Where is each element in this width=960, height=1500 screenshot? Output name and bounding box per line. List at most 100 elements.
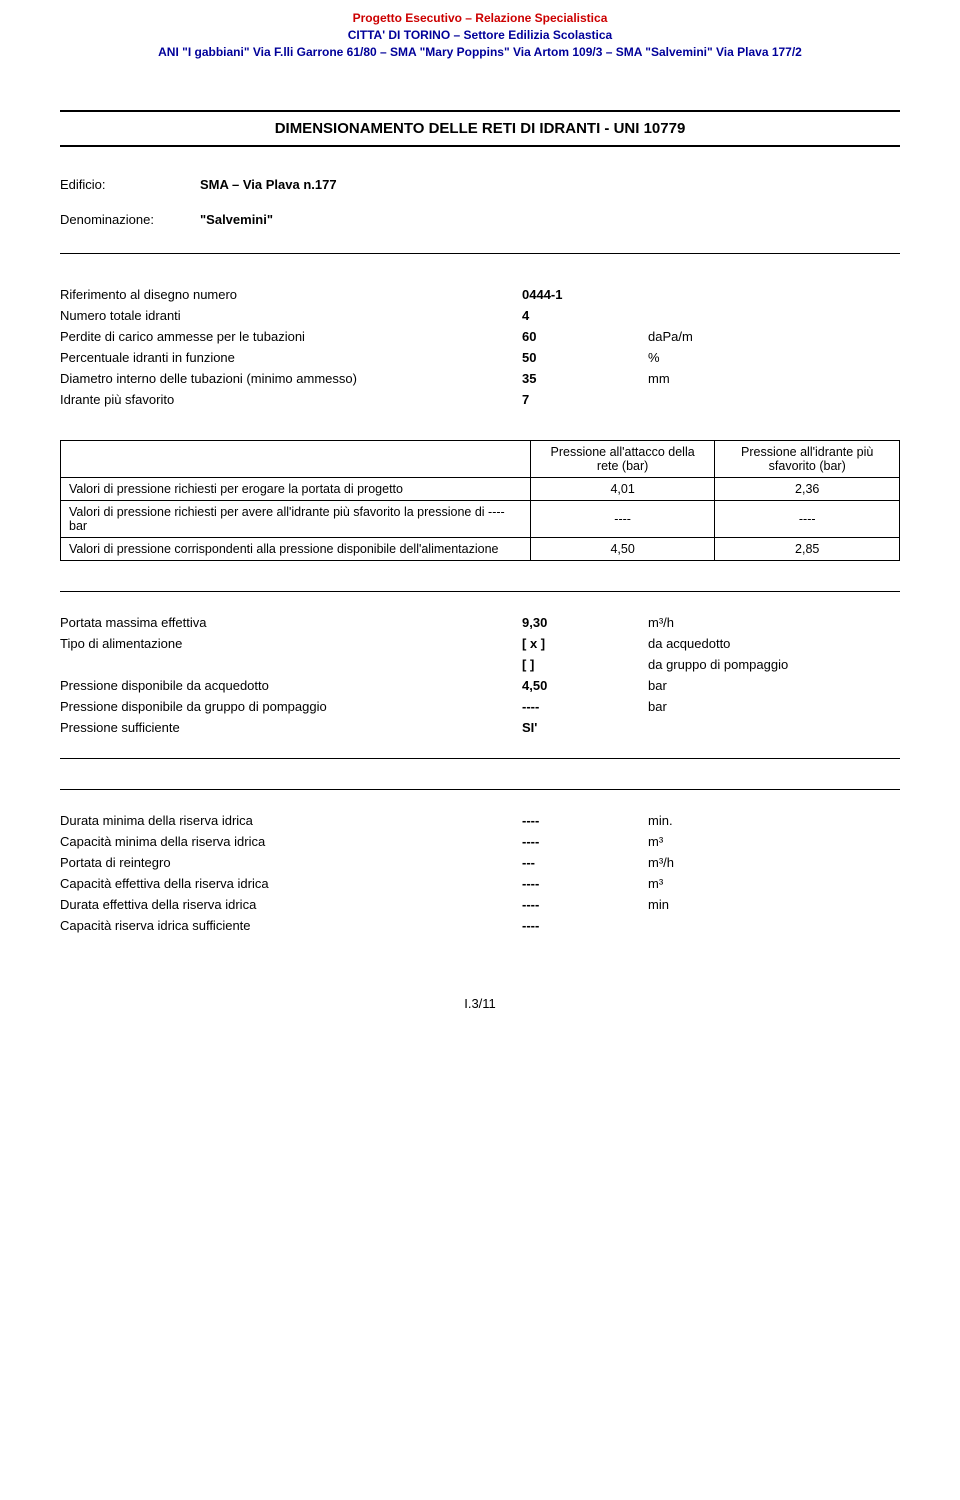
- table-row: Numero totale idranti4: [60, 305, 900, 326]
- pressure-table: Pressione all'attacco della rete (bar) P…: [60, 440, 900, 561]
- pressure-value-1: 4,50: [530, 538, 715, 561]
- param-value: 35: [522, 368, 648, 389]
- table-row: Perdite di carico ammesse per le tubazio…: [60, 326, 900, 347]
- header-line-2: CITTA' DI TORINO – Settore Edilizia Scol…: [60, 27, 900, 44]
- param-value: ----: [522, 894, 648, 915]
- param-value: 4,50: [522, 675, 648, 696]
- table-row: Durata effettiva della riserva idrica---…: [60, 894, 900, 915]
- param-label: Numero totale idranti: [60, 305, 522, 326]
- parameters-section-3: Durata minima della riserva idrica----mi…: [60, 789, 900, 936]
- pressure-value-2: 2,36: [715, 478, 900, 501]
- header-line-1: Progetto Esecutivo – Relazione Specialis…: [60, 10, 900, 27]
- table-header-row: Pressione all'attacco della rete (bar) P…: [61, 441, 900, 478]
- param-unit: [648, 915, 900, 936]
- param-unit: [648, 389, 900, 410]
- param-value: [ ]: [522, 654, 648, 675]
- table-row: Valori di pressione richiesti per erogar…: [61, 478, 900, 501]
- param-unit: daPa/m: [648, 326, 900, 347]
- document-page: Progetto Esecutivo – Relazione Specialis…: [0, 0, 960, 1031]
- param-value: ----: [522, 831, 648, 852]
- table-row: Capacità minima della riserva idrica----…: [60, 831, 900, 852]
- table-row: Portata massima effettiva9,30m³/h: [60, 612, 900, 633]
- table-row: Diametro interno delle tubazioni (minimo…: [60, 368, 900, 389]
- pressure-header-col2: Pressione all'attacco della rete (bar): [530, 441, 715, 478]
- param-value: ----: [522, 873, 648, 894]
- param-label: Percentuale idranti in funzione: [60, 347, 522, 368]
- title-box: DIMENSIONAMENTO DELLE RETI DI IDRANTI - …: [60, 110, 900, 147]
- table-row: Capacità riserva idrica sufficiente----: [60, 915, 900, 936]
- edificio-row: Edificio: SMA – Via Plava n.177: [60, 177, 900, 192]
- param-value: [ x ]: [522, 633, 648, 654]
- param-unit: bar: [648, 675, 900, 696]
- page-footer: I.3/11: [60, 996, 900, 1011]
- table-row: Pressione disponibile da gruppo di pompa…: [60, 696, 900, 717]
- pressure-row-label: Valori di pressione corrispondenti alla …: [61, 538, 531, 561]
- param-label: Durata effettiva della riserva idrica: [60, 894, 522, 915]
- param-value: ---: [522, 852, 648, 873]
- param-value: ----: [522, 810, 648, 831]
- table-row: Pressione disponibile da acquedotto4,50b…: [60, 675, 900, 696]
- param-label: Diametro interno delle tubazioni (minimo…: [60, 368, 522, 389]
- param-value: 9,30: [522, 612, 648, 633]
- params-table-3: Durata minima della riserva idrica----mi…: [60, 810, 900, 936]
- param-value: ----: [522, 915, 648, 936]
- param-label: Tipo di alimentazione: [60, 633, 522, 654]
- param-unit: %: [648, 347, 900, 368]
- param-unit: m³/h: [648, 852, 900, 873]
- table-row: Percentuale idranti in funzione50%: [60, 347, 900, 368]
- param-label: Portata massima effettiva: [60, 612, 522, 633]
- param-label: Durata minima della riserva idrica: [60, 810, 522, 831]
- table-row: Durata minima della riserva idrica----mi…: [60, 810, 900, 831]
- pressure-row-label: Valori di pressione richiesti per erogar…: [61, 478, 531, 501]
- param-label: Riferimento al disegno numero: [60, 284, 522, 305]
- param-unit: m³/h: [648, 612, 900, 633]
- edificio-value: SMA – Via Plava n.177: [200, 177, 337, 192]
- table-row: Riferimento al disegno numero0444-1: [60, 284, 900, 305]
- table-row: Valori di pressione richiesti per avere …: [61, 501, 900, 538]
- param-label: Perdite di carico ammesse per le tubazio…: [60, 326, 522, 347]
- document-title: DIMENSIONAMENTO DELLE RETI DI IDRANTI - …: [60, 120, 900, 137]
- parameters-section-1: Riferimento al disegno numero0444-1 Nume…: [60, 284, 900, 410]
- params-table-1: Riferimento al disegno numero0444-1 Nume…: [60, 284, 900, 410]
- param-label: Capacità effettiva della riserva idrica: [60, 873, 522, 894]
- param-unit: bar: [648, 696, 900, 717]
- param-unit: [648, 305, 900, 326]
- pressure-header-empty: [61, 441, 531, 478]
- param-value: 60: [522, 326, 648, 347]
- pressure-value-2: ----: [715, 501, 900, 538]
- pressure-row-label: Valori di pressione richiesti per avere …: [61, 501, 531, 538]
- denominazione-section: Denominazione: "Salvemini": [60, 212, 900, 254]
- param-value: SI': [522, 717, 648, 738]
- param-label: Pressione disponibile da acquedotto: [60, 675, 522, 696]
- param-label: Capacità riserva idrica sufficiente: [60, 915, 522, 936]
- param-value: 7: [522, 389, 648, 410]
- param-label: [60, 654, 522, 675]
- param-unit: mm: [648, 368, 900, 389]
- edificio-label: Edificio:: [60, 177, 200, 192]
- param-unit: min.: [648, 810, 900, 831]
- param-value: ----: [522, 696, 648, 717]
- param-label: Idrante più sfavorito: [60, 389, 522, 410]
- denominazione-value: "Salvemini": [200, 212, 273, 227]
- table-row: Portata di reintegro---m³/h: [60, 852, 900, 873]
- header-line-3: ANI "I gabbiani" Via F.lli Garrone 61/80…: [60, 44, 900, 61]
- param-label: Pressione disponibile da gruppo di pompa…: [60, 696, 522, 717]
- param-unit: m³: [648, 831, 900, 852]
- param-unit: min: [648, 894, 900, 915]
- param-unit: [648, 284, 900, 305]
- pressure-header-col3: Pressione all'idrante più sfavorito (bar…: [715, 441, 900, 478]
- param-label: Pressione sufficiente: [60, 717, 522, 738]
- param-unit: da gruppo di pompaggio: [648, 654, 900, 675]
- table-row: Idrante più sfavorito7: [60, 389, 900, 410]
- parameters-section-2: Portata massima effettiva9,30m³/h Tipo d…: [60, 591, 900, 759]
- pressure-value-1: 4,01: [530, 478, 715, 501]
- param-label: Capacità minima della riserva idrica: [60, 831, 522, 852]
- table-row: Capacità effettiva della riserva idrica-…: [60, 873, 900, 894]
- param-label: Portata di reintegro: [60, 852, 522, 873]
- pressure-value-2: 2,85: [715, 538, 900, 561]
- params-table-2: Portata massima effettiva9,30m³/h Tipo d…: [60, 612, 900, 738]
- param-unit: [648, 717, 900, 738]
- denominazione-row: Denominazione: "Salvemini": [60, 212, 900, 227]
- param-unit: m³: [648, 873, 900, 894]
- param-value: 50: [522, 347, 648, 368]
